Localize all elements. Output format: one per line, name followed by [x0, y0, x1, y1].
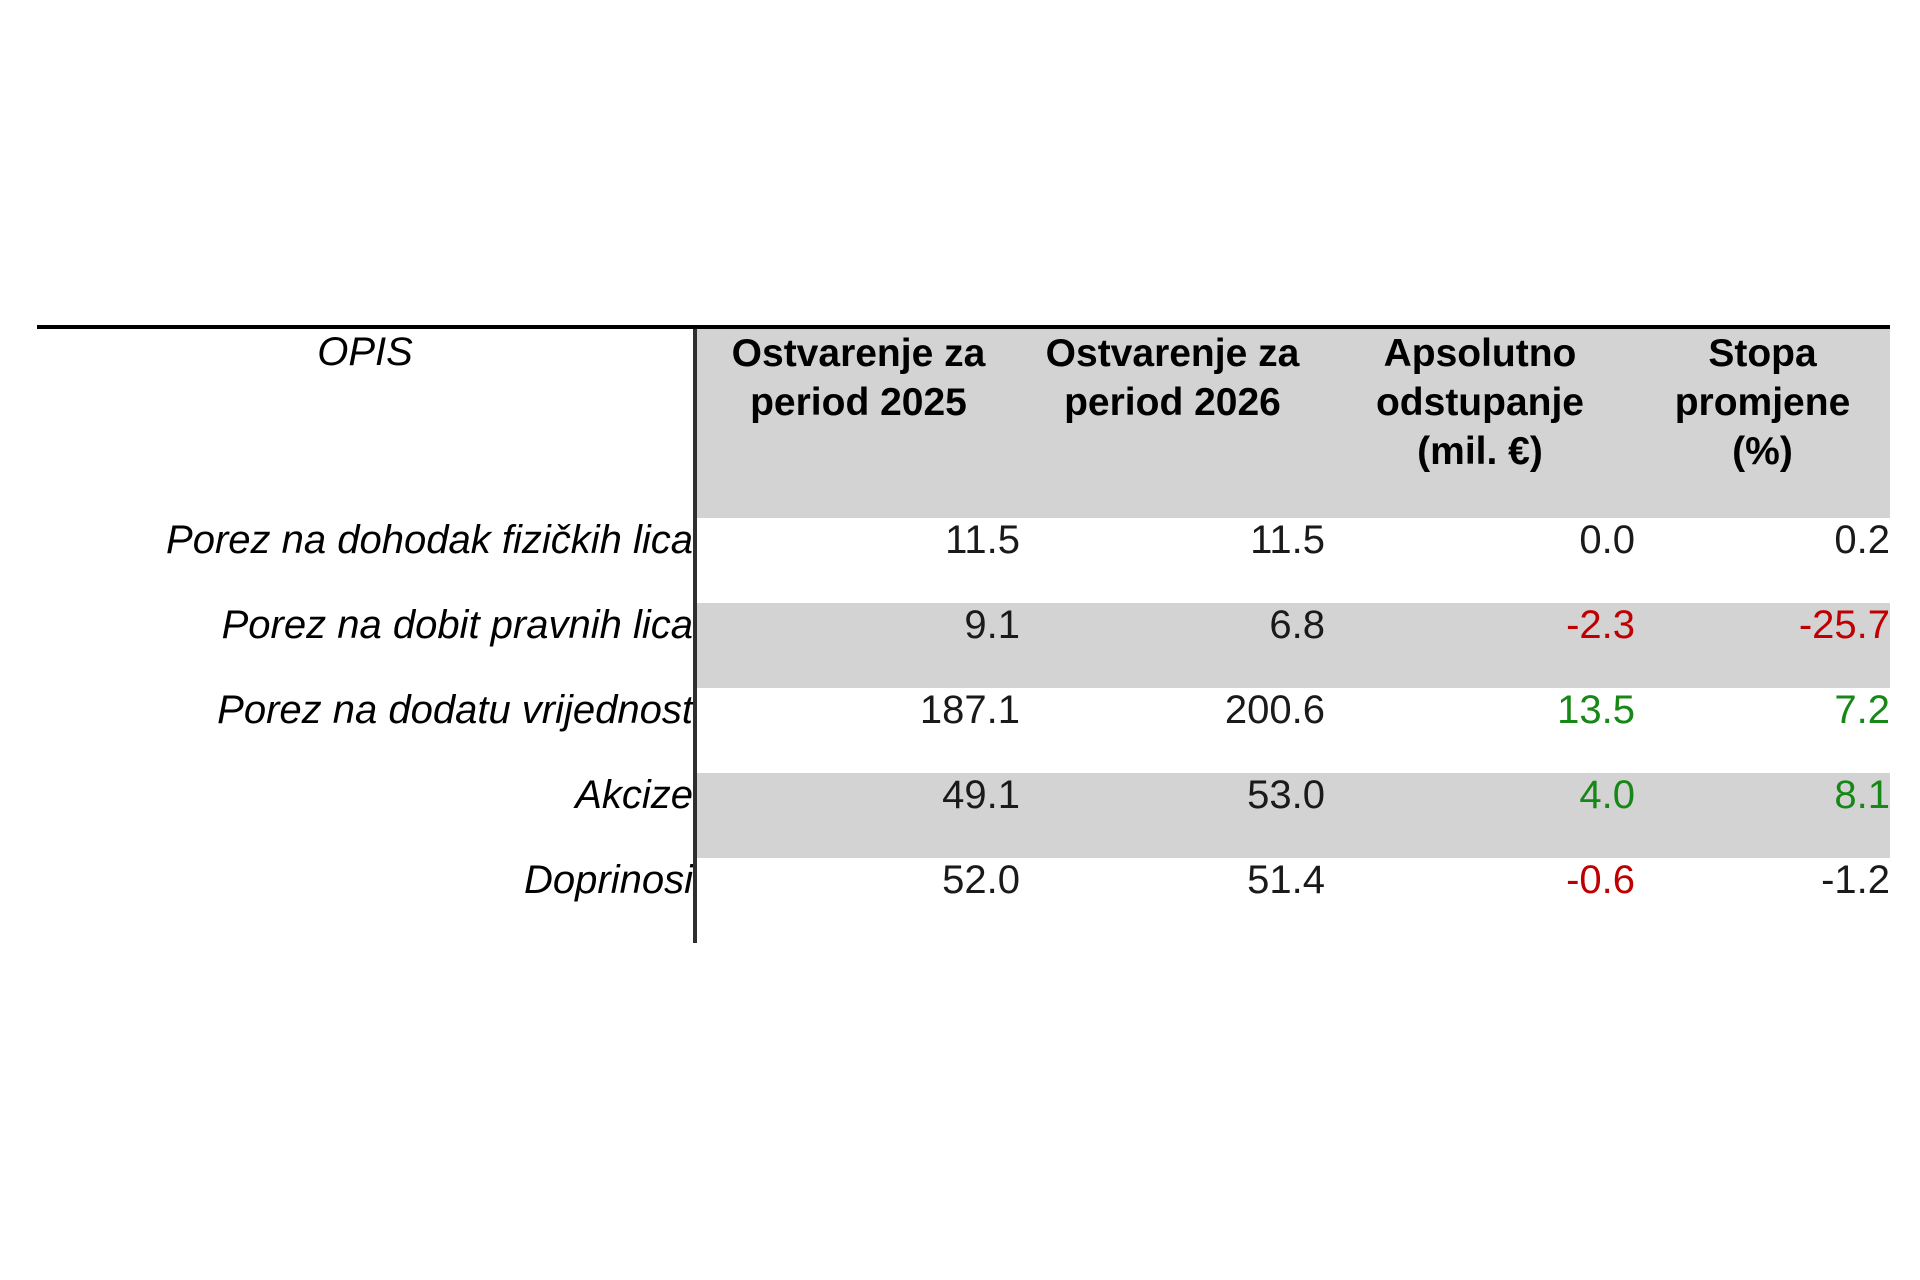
- header-line: Apsolutno: [1383, 332, 1577, 375]
- row-label: Porez na dodatu vrijednost: [37, 688, 695, 773]
- cell-value: -2.3: [1325, 603, 1635, 688]
- row-label: Doprinosi: [37, 858, 695, 943]
- value-text: 200.6: [1224, 688, 1325, 732]
- header-line: Ostvarenje za: [1045, 332, 1300, 375]
- row-label: Porez na dohodak fizičkih lica: [37, 518, 695, 603]
- header-line: odstupanje: [1375, 381, 1584, 424]
- header-line: Ostvarenje za: [731, 332, 986, 375]
- table-row: Akcize 49.1 53.0 4.0 8.1: [37, 773, 1890, 858]
- header-line: (mil. €): [1417, 430, 1543, 473]
- value-text: -2.3: [1566, 603, 1635, 647]
- cell-value: 11.5: [1020, 518, 1325, 603]
- value-text: -25.7: [1798, 603, 1890, 647]
- value-text: 52.0: [942, 858, 1020, 902]
- header-line: promjene: [1674, 381, 1851, 424]
- table-row: Porez na dodatu vrijednost 187.1 200.6 1…: [37, 688, 1890, 773]
- value-text: 187.1: [919, 688, 1020, 732]
- value-text: -0.6: [1566, 858, 1635, 902]
- cell-value: 11.5: [693, 518, 1020, 603]
- value-text: 49.1: [942, 773, 1020, 817]
- column-header-change-rate: Stopa promjene (%): [1635, 325, 1890, 518]
- column-header-absolute-deviation: Apsolutno odstupanje (mil. €): [1325, 325, 1635, 518]
- value-text: 11.5: [945, 518, 1020, 562]
- value-text: 0.0: [1579, 518, 1635, 562]
- header-line: (%): [1732, 430, 1793, 473]
- value-text: 6.8: [1269, 603, 1325, 647]
- table-header-row: OPIS Ostvarenje za period 2025 Ostvarenj…: [37, 325, 1890, 518]
- table-row: Doprinosi 52.0 51.4 -0.6 -1.2: [37, 858, 1890, 943]
- cell-value: 49.1: [693, 773, 1020, 858]
- row-label: Porez na dobit pravnih lica: [37, 603, 695, 688]
- header-line: period 2026: [1064, 381, 1281, 424]
- cell-value: -25.7: [1635, 603, 1890, 688]
- value-text: 53.0: [1247, 773, 1325, 817]
- header-line: Stopa: [1708, 332, 1817, 375]
- value-text: -1.2: [1821, 858, 1890, 902]
- value-text: 13.5: [1557, 688, 1635, 732]
- cell-value: -1.2: [1635, 858, 1890, 943]
- table-row: Porez na dohodak fizičkih lica 11.5 11.5…: [37, 518, 1890, 603]
- cell-value: 9.1: [693, 603, 1020, 688]
- column-header-opis: OPIS: [37, 325, 695, 518]
- cell-value: 53.0: [1020, 773, 1325, 858]
- column-header-period-2026: Ostvarenje za period 2026: [1020, 325, 1325, 518]
- cell-value: 0.0: [1325, 518, 1635, 603]
- cell-value: 51.4: [1020, 858, 1325, 943]
- cell-value: 6.8: [1020, 603, 1325, 688]
- value-text: 0.2: [1834, 518, 1890, 562]
- value-text: 9.1: [964, 603, 1020, 647]
- value-text: 8.1: [1834, 773, 1890, 817]
- cell-value: 4.0: [1325, 773, 1635, 858]
- tax-revenue-table: OPIS Ostvarenje za period 2025 Ostvarenj…: [37, 325, 1890, 943]
- value-text: 51.4: [1247, 858, 1325, 902]
- header-line: period 2025: [750, 381, 967, 424]
- value-text: 4.0: [1579, 773, 1635, 817]
- cell-value: 200.6: [1020, 688, 1325, 773]
- cell-value: 13.5: [1325, 688, 1635, 773]
- cell-value: 0.2: [1635, 518, 1890, 603]
- row-label: Akcize: [37, 773, 695, 858]
- value-text: 7.2: [1834, 688, 1890, 732]
- cell-value: 187.1: [693, 688, 1020, 773]
- value-text: 11.5: [1250, 518, 1325, 562]
- cell-value: 7.2: [1635, 688, 1890, 773]
- table-row: Porez na dobit pravnih lica 9.1 6.8 -2.3…: [37, 603, 1890, 688]
- cell-value: 52.0: [693, 858, 1020, 943]
- cell-value: -0.6: [1325, 858, 1635, 943]
- column-header-period-2025: Ostvarenje za period 2025: [693, 325, 1020, 518]
- cell-value: 8.1: [1635, 773, 1890, 858]
